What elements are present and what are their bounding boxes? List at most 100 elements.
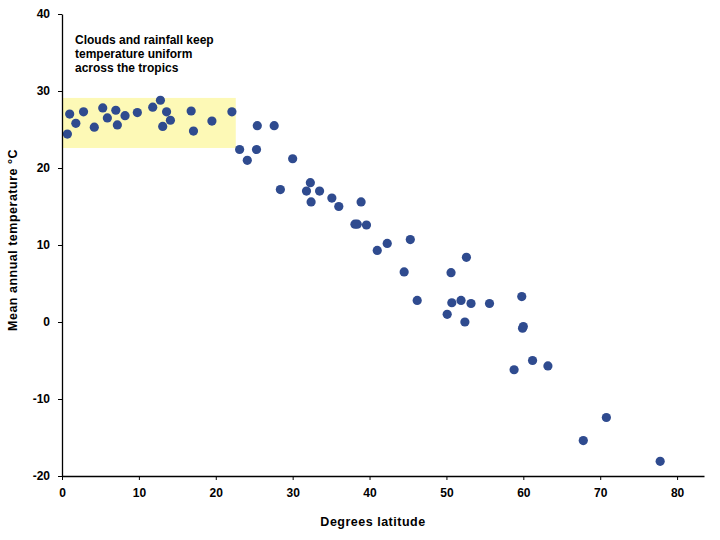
data-point [362, 220, 371, 229]
tick-label: 30 [37, 84, 51, 98]
data-point [315, 187, 324, 196]
tick-label: 20 [210, 486, 224, 500]
annotation-line: Clouds and rainfall keep [75, 33, 214, 47]
axis-line [63, 476, 705, 477]
data-point [460, 317, 469, 326]
data-point [189, 126, 198, 135]
data-point [252, 145, 261, 154]
y-axis-title: Mean annual temperature °C [6, 149, 20, 331]
data-point [166, 116, 175, 125]
data-point [276, 185, 285, 194]
tick-mark [523, 476, 524, 480]
tick: 0 [43, 315, 62, 329]
data-point [302, 187, 311, 196]
data-point [543, 361, 552, 370]
data-point [162, 107, 171, 116]
data-point [79, 107, 88, 116]
tick-mark [58, 322, 62, 323]
tick: -20 [33, 469, 62, 483]
tick-label: 60 [517, 486, 531, 500]
data-point [466, 299, 475, 308]
tick-mark [62, 476, 63, 480]
data-point [98, 103, 107, 112]
data-point [156, 96, 165, 105]
tick: 50 [440, 476, 454, 500]
tick-mark [58, 245, 62, 246]
data-point [447, 298, 456, 307]
tick-mark [600, 476, 601, 480]
tick-mark [677, 476, 678, 480]
annotation-line: temperature uniform [75, 47, 192, 61]
y-axis: -20 -10 0 10 20 30 40 [33, 7, 63, 483]
data-point [509, 365, 518, 374]
tick-mark [58, 476, 62, 477]
tick: 0 [59, 476, 66, 500]
x-axis: 0 10 20 30 40 50 60 70 80 [59, 476, 704, 500]
tick-mark [370, 476, 371, 480]
data-point [63, 130, 72, 139]
data-point [462, 253, 471, 262]
data-point [113, 120, 122, 129]
data-point [656, 457, 665, 466]
tick-label: -20 [33, 469, 51, 483]
data-point [111, 106, 120, 115]
highlight-region [62, 98, 236, 148]
data-point [383, 239, 392, 248]
tick-label: 0 [43, 315, 50, 329]
data-point [243, 156, 252, 165]
tick: 10 [37, 238, 62, 252]
tick-label: 80 [671, 486, 685, 500]
data-point [353, 220, 362, 229]
data-point [579, 436, 588, 445]
tick: 70 [594, 476, 608, 500]
tick-label: 40 [37, 7, 51, 21]
data-point [602, 413, 611, 422]
tick: 30 [37, 84, 62, 98]
data-point [443, 310, 452, 319]
data-point [307, 197, 316, 206]
data-point [517, 292, 526, 301]
data-point [158, 122, 167, 131]
tick-label: 10 [133, 486, 147, 500]
data-point [306, 178, 315, 187]
tick-mark [216, 476, 217, 480]
data-point [148, 103, 157, 112]
data-point [413, 296, 422, 305]
data-point [103, 113, 112, 122]
tick-label: 10 [37, 238, 51, 252]
tick-mark [293, 476, 294, 480]
tick-mark [58, 91, 62, 92]
tick-mark [446, 476, 447, 480]
data-point [485, 299, 494, 308]
tick-label: 40 [363, 486, 377, 500]
x-axis-title: Degrees latitude [320, 515, 425, 529]
data-point [253, 121, 262, 130]
tick: -10 [33, 392, 62, 406]
tick-mark [58, 399, 62, 400]
plot-area [62, 96, 665, 466]
data-point [187, 106, 196, 115]
tick-label: 20 [37, 161, 51, 175]
tick: 20 [37, 161, 62, 175]
axis-line [62, 15, 63, 477]
data-point [270, 121, 279, 130]
data-point [90, 123, 99, 132]
chart: 0 10 20 30 40 50 60 70 80 -20 -10 0 10 20 30 40 Degrees … [0, 0, 720, 540]
tick-label: 30 [286, 486, 300, 500]
tick: 40 [363, 476, 377, 500]
data-point [65, 110, 74, 119]
data-point [456, 296, 465, 305]
data-point [528, 356, 537, 365]
tick: 20 [210, 476, 224, 500]
tick-label: 70 [594, 486, 608, 500]
data-point [446, 268, 455, 277]
data-point [207, 116, 216, 125]
tick: 30 [286, 476, 300, 500]
tick-mark [139, 476, 140, 480]
annotation-line: across the tropics [75, 61, 179, 75]
tick-mark [58, 14, 62, 15]
tick-label: 50 [440, 486, 454, 500]
tick-mark [58, 168, 62, 169]
annotation: Clouds and rainfall keeptemperature unif… [75, 33, 214, 75]
tick-label: -10 [33, 392, 51, 406]
